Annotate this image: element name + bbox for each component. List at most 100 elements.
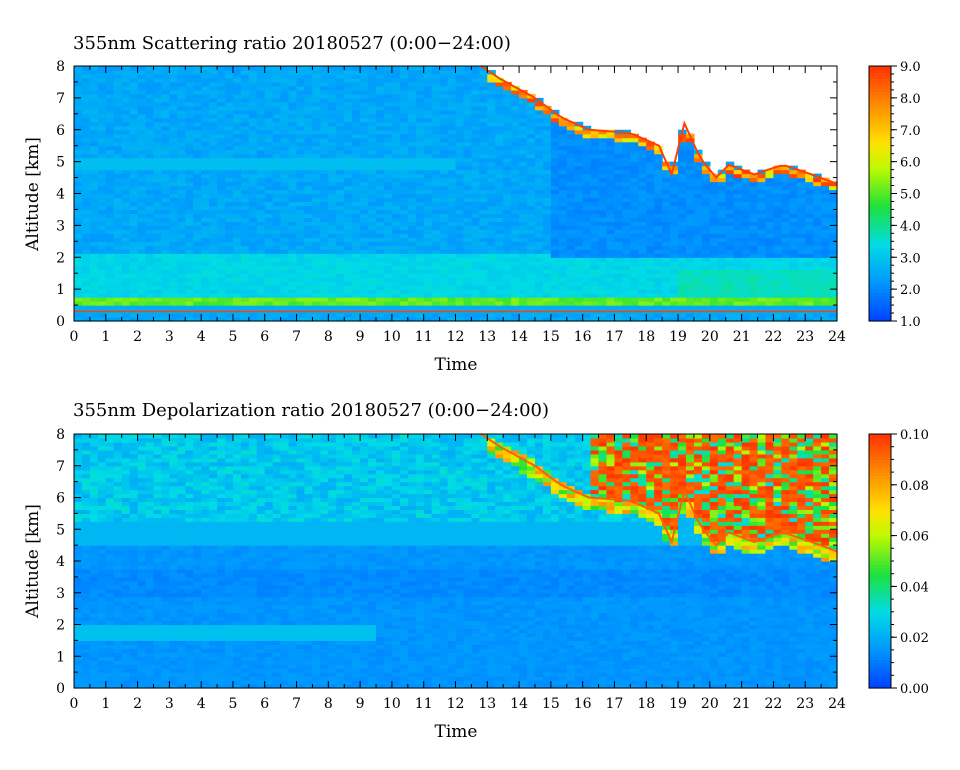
heatmap-cell xyxy=(574,209,584,215)
heatmap-cell xyxy=(185,217,194,222)
heatmap-cell xyxy=(574,213,584,218)
heatmap-cell xyxy=(312,257,321,262)
heatmap-cell xyxy=(296,117,306,123)
heatmap-cell xyxy=(646,249,655,254)
heatmap-cell xyxy=(717,297,727,302)
heatmap-cell xyxy=(328,185,337,191)
heatmap-cell xyxy=(495,153,504,159)
heatmap-cell xyxy=(296,297,306,302)
heatmap-cell xyxy=(463,66,472,71)
heatmap-cell xyxy=(383,113,393,119)
heatmap-cell xyxy=(344,141,353,147)
heatmap-cell xyxy=(383,149,393,155)
heatmap-cell xyxy=(201,125,210,131)
heatmap-cell xyxy=(519,277,528,282)
heatmap-cell xyxy=(280,213,290,218)
heatmap-cell xyxy=(399,181,409,187)
heatmap-cell xyxy=(503,265,512,270)
heatmap-cell xyxy=(81,261,91,266)
heatmap-cell xyxy=(264,205,274,211)
heatmap-cell xyxy=(376,301,385,306)
heatmap-cell xyxy=(344,313,353,318)
heatmap-cell xyxy=(264,209,274,215)
heatmap-cell xyxy=(534,293,544,298)
heatmap-cell xyxy=(368,281,377,286)
heatmap-cell xyxy=(439,81,449,87)
heatmap-cell xyxy=(264,281,274,286)
heatmap-cell xyxy=(312,157,321,163)
heatmap-cell xyxy=(312,261,321,266)
heatmap-cell xyxy=(757,189,767,195)
heatmap-cell xyxy=(495,169,504,175)
heatmap-cell xyxy=(654,293,663,298)
heatmap-cell xyxy=(264,297,274,302)
heatmap-cell xyxy=(423,253,433,258)
heatmap-cell xyxy=(423,185,433,191)
heatmap-cell xyxy=(368,145,377,151)
heatmap-cell xyxy=(328,225,337,230)
heatmap-cell xyxy=(542,221,552,226)
heatmap-cell xyxy=(598,289,608,294)
heatmap-cell xyxy=(97,73,107,79)
heatmap-cell xyxy=(304,205,314,211)
heatmap-cell xyxy=(344,185,353,191)
heatmap-cell xyxy=(145,197,155,203)
heatmap-cell xyxy=(113,285,123,290)
heatmap-cell xyxy=(391,233,401,238)
heatmap-cell xyxy=(304,109,314,115)
heatmap-cell xyxy=(113,141,123,147)
heatmap-cell xyxy=(447,281,457,286)
heatmap-cell xyxy=(240,221,250,226)
heatmap-cell xyxy=(81,121,91,127)
heatmap-cell xyxy=(153,145,163,151)
heatmap-cell xyxy=(423,233,433,238)
heatmap-cell xyxy=(240,89,250,95)
heatmap-cell xyxy=(654,209,663,215)
heatmap-cell xyxy=(646,301,655,306)
heatmap-cell xyxy=(487,169,496,175)
heatmap-cell xyxy=(606,201,616,207)
heatmap-cell xyxy=(368,293,377,298)
heatmap-cell xyxy=(177,89,186,95)
heatmap-cell xyxy=(590,281,600,286)
heatmap-cell xyxy=(169,73,178,79)
heatmap-cell xyxy=(169,161,178,167)
heatmap-cell xyxy=(407,113,417,119)
heatmap-cell xyxy=(407,193,417,199)
heatmap-cell xyxy=(264,245,274,250)
heatmap-cell xyxy=(169,233,178,238)
heatmap-cell xyxy=(471,73,480,79)
heatmap-cell xyxy=(344,201,353,207)
heatmap-cell xyxy=(582,241,592,246)
heatmap-cell xyxy=(153,317,163,322)
heatmap-cell xyxy=(185,77,194,83)
heatmap-cell xyxy=(209,113,218,119)
heatmap-cell xyxy=(693,305,703,310)
heatmap-cell xyxy=(376,129,385,135)
heatmap-cell xyxy=(709,301,719,306)
heatmap-cell xyxy=(717,313,727,318)
heatmap-cell xyxy=(320,157,329,163)
heatmap-cell xyxy=(598,209,608,215)
heatmap-cell xyxy=(121,293,131,298)
heatmap-cell xyxy=(320,113,329,119)
heatmap-cell xyxy=(177,289,186,294)
heatmap-cell xyxy=(471,109,480,115)
heatmap-cell xyxy=(177,209,186,215)
heatmap-cell xyxy=(225,145,234,151)
heatmap-cell xyxy=(336,289,345,294)
heatmap-cell xyxy=(240,289,250,294)
heatmap-cell xyxy=(105,165,115,171)
heatmap-cell xyxy=(89,137,99,143)
heatmap-cell xyxy=(693,293,703,298)
heatmap-cell xyxy=(344,273,353,278)
heatmap-cell xyxy=(598,245,608,250)
heatmap-cell xyxy=(74,133,83,139)
heatmap-cell xyxy=(217,185,226,191)
heatmap-cell xyxy=(169,225,178,230)
heatmap-cell xyxy=(81,205,91,211)
heatmap-cell xyxy=(256,193,266,199)
heatmap-cell xyxy=(328,117,337,123)
heatmap-cell xyxy=(463,181,472,187)
heatmap-cell xyxy=(534,261,544,266)
